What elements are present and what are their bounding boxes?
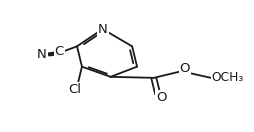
Text: N: N xyxy=(37,48,47,61)
Text: OCH₃: OCH₃ xyxy=(212,71,244,84)
Text: O: O xyxy=(180,62,190,75)
Text: Cl: Cl xyxy=(68,83,81,96)
Text: O: O xyxy=(156,91,167,104)
Text: N: N xyxy=(98,23,107,36)
Text: C: C xyxy=(55,45,64,58)
